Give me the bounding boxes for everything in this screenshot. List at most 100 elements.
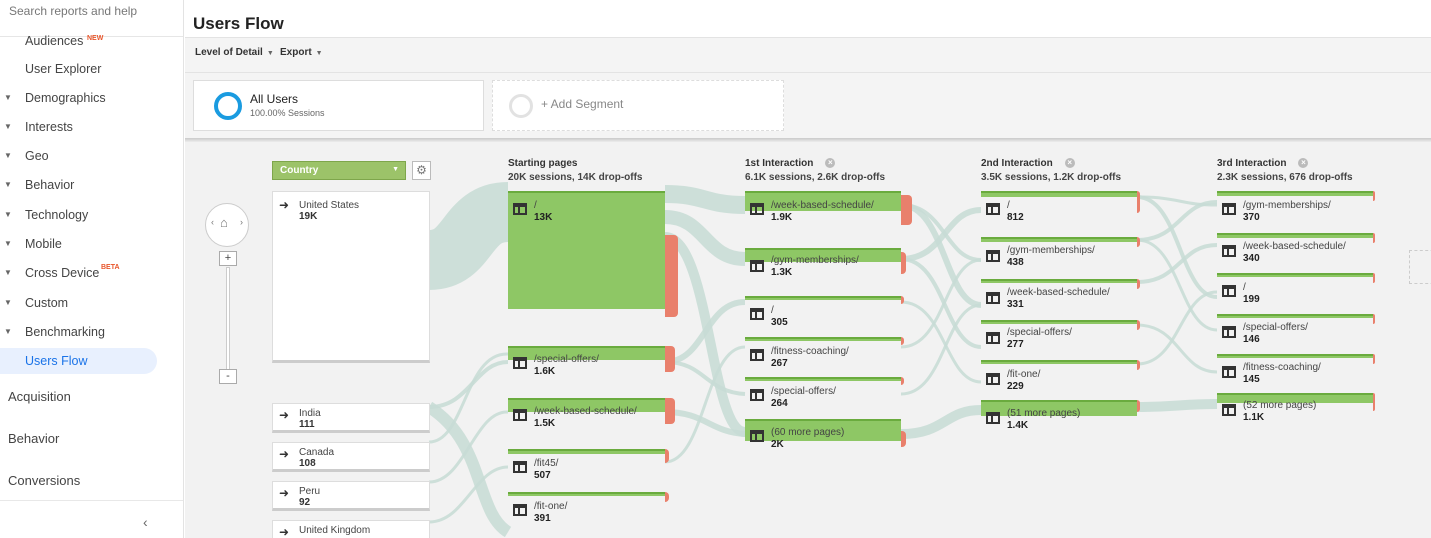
flow-node[interactable]: / 13K — [508, 191, 678, 317]
flow-node[interactable]: /gym-memberships/ 1.3K — [745, 248, 915, 278]
flow-node[interactable]: /week-based-schedule/ 340 — [1217, 233, 1387, 264]
pan-left-icon[interactable]: ‹ — [211, 217, 214, 227]
node-name: /fitness-coaching/ — [771, 346, 849, 357]
node-value: 1.1K — [1243, 412, 1265, 423]
flow-node[interactable]: /special-offers/ 146 — [1217, 314, 1387, 345]
users-flow-canvas[interactable]: ‹ ⌂ › + - Country ▼ ⚙ ➜ United States 19… — [185, 142, 1431, 538]
sidebar-item-mobile[interactable]: ▼ Mobile — [0, 231, 183, 257]
dropoff-bar[interactable] — [901, 337, 904, 345]
dropoff-bar[interactable] — [901, 252, 906, 274]
chevron-left-icon[interactable]: ‹ — [143, 514, 148, 530]
dropoff-bar[interactable] — [901, 431, 906, 447]
dropoff-bar[interactable] — [1373, 354, 1375, 364]
caret-down-icon: ▼ — [315, 50, 323, 57]
page-icon — [986, 250, 1000, 262]
country-node[interactable]: ➜ Peru 92 — [272, 481, 430, 511]
flow-node[interactable]: (52 more pages) 1.1K — [1217, 393, 1387, 423]
node-name: /gym-memberships/ — [1243, 200, 1331, 211]
next-column-placeholder[interactable] — [1409, 250, 1431, 284]
flow-node[interactable]: /week-based-schedule/ 331 — [981, 279, 1151, 310]
flow-link — [1136, 290, 1218, 366]
dropoff-bar[interactable] — [1373, 191, 1375, 201]
dropoff-bar[interactable] — [1373, 233, 1375, 243]
flow-node[interactable]: (60 more pages) 2K — [745, 419, 915, 450]
flow-node[interactable]: / 812 — [981, 191, 1151, 223]
dropoff-bar[interactable] — [1137, 237, 1140, 247]
flow-node[interactable]: /fit-one/ 391 — [508, 492, 678, 524]
sidebar-item-user-explorer[interactable]: User Explorer — [0, 56, 183, 82]
gear-icon[interactable]: ⚙ — [412, 161, 431, 180]
sidebar-item-label: Users Flow — [25, 354, 88, 368]
country-node[interactable]: ➜ Canada 108 — [272, 442, 430, 472]
flow-node[interactable]: /fitness-coaching/ 267 — [745, 337, 915, 369]
sidebar-section-conversions[interactable]: Conversions — [8, 473, 81, 488]
dropoff-bar[interactable] — [1373, 273, 1375, 283]
sidebar-item-geo[interactable]: ▼ Geo — [0, 143, 183, 169]
flow-link — [900, 405, 982, 439]
flow-node[interactable]: / 199 — [1217, 273, 1387, 305]
country-node[interactable]: ➜ United Kingdom — [272, 520, 430, 538]
flow-node[interactable]: /special-offers/ 277 — [981, 320, 1151, 350]
sidebar-section-behavior[interactable]: Behavior — [8, 431, 60, 446]
level-of-detail-button[interactable]: Level of Detail ▼ — [195, 47, 274, 58]
sidebar-item-demographics[interactable]: ▼ Demographics — [0, 85, 183, 111]
sidebar-item-behavior[interactable]: ▼ Behavior — [0, 172, 183, 198]
dimension-select[interactable]: Country ▼ — [272, 161, 406, 180]
sidebar-item-audiences[interactable]: Audiences NEW — [0, 28, 183, 54]
flow-link — [664, 409, 746, 437]
dropoff-bar[interactable] — [1373, 393, 1375, 411]
sidebar-item-interests[interactable]: ▼ Interests — [0, 114, 183, 140]
sidebar-section-acquisition[interactable]: Acquisition — [8, 389, 71, 404]
dropoff-bar[interactable] — [1137, 279, 1140, 289]
close-icon[interactable]: × — [1064, 158, 1075, 169]
sidebar-item-users-flow[interactable]: Users Flow — [0, 348, 157, 374]
close-icon[interactable]: × — [825, 158, 836, 169]
divider — [0, 36, 183, 37]
home-icon[interactable]: ⌂ — [220, 215, 228, 230]
dropoff-bar[interactable] — [1137, 400, 1140, 412]
flow-node[interactable]: /fit45/ 507 — [508, 449, 678, 481]
dropoff-bar[interactable] — [665, 235, 678, 317]
flow-node[interactable]: /gym-memberships/ 370 — [1217, 191, 1387, 223]
zoom-slider[interactable] — [226, 267, 230, 371]
zoom-in-button[interactable]: + — [219, 251, 237, 266]
export-button[interactable]: Export ▼ — [280, 47, 323, 58]
close-icon[interactable]: × — [1298, 158, 1309, 169]
segment-all-users[interactable]: All Users 100.00% Sessions — [193, 80, 484, 131]
flow-node[interactable]: /special-offers/ 264 — [745, 377, 915, 409]
sidebar-item-benchmarking[interactable]: ▼ Benchmarking — [0, 319, 183, 345]
sidebar-item-technology[interactable]: ▼ Technology — [0, 202, 183, 228]
sidebar-item-custom[interactable]: ▼ Custom — [0, 290, 183, 316]
flow-node[interactable]: /fit-one/ 229 — [981, 360, 1151, 392]
dropoff-bar[interactable] — [901, 296, 904, 304]
dropoff-bar[interactable] — [1137, 191, 1140, 213]
beta-badge: BETA — [101, 264, 120, 271]
level-of-detail-label: Level of Detail — [195, 47, 263, 58]
dropoff-bar[interactable] — [665, 398, 675, 424]
dropoff-bar[interactable] — [665, 346, 675, 372]
dropoff-bar[interactable] — [1137, 320, 1140, 330]
flow-node[interactable]: /week-based-schedule/ 1.9K — [745, 191, 915, 225]
flow-node[interactable]: (51 more pages) 1.4K — [981, 400, 1151, 431]
pan-right-icon[interactable]: › — [240, 217, 243, 227]
divider — [185, 72, 1431, 73]
dropoff-bar[interactable] — [901, 377, 904, 385]
flow-node[interactable]: / 305 — [745, 296, 915, 328]
dropoff-bar[interactable] — [665, 449, 669, 463]
flow-node[interactable]: /special-offers/ 1.6K — [508, 346, 678, 377]
flow-node[interactable]: /fitness-coaching/ 145 — [1217, 354, 1387, 385]
dropoff-bar[interactable] — [665, 492, 669, 502]
page-icon — [1222, 404, 1236, 416]
dropoff-bar[interactable] — [901, 195, 912, 225]
flow-node[interactable]: /week-based-schedule/ 1.5K — [508, 398, 678, 429]
search-input[interactable]: Search reports and help — [9, 4, 138, 18]
dropoff-bar[interactable] — [1373, 314, 1375, 324]
zoom-control[interactable]: ‹ ⌂ › — [205, 203, 249, 247]
zoom-out-button[interactable]: - — [219, 369, 237, 384]
flow-node[interactable]: /gym-memberships/ 438 — [981, 237, 1151, 268]
country-node[interactable]: ➜ United States 19K — [272, 191, 430, 363]
sidebar-item-cross-device[interactable]: ▼ Cross Device BETA — [0, 260, 183, 286]
add-segment-button[interactable]: + Add Segment — [492, 80, 784, 131]
country-node[interactable]: ➜ India 111 — [272, 403, 430, 433]
dropoff-bar[interactable] — [1137, 360, 1140, 370]
